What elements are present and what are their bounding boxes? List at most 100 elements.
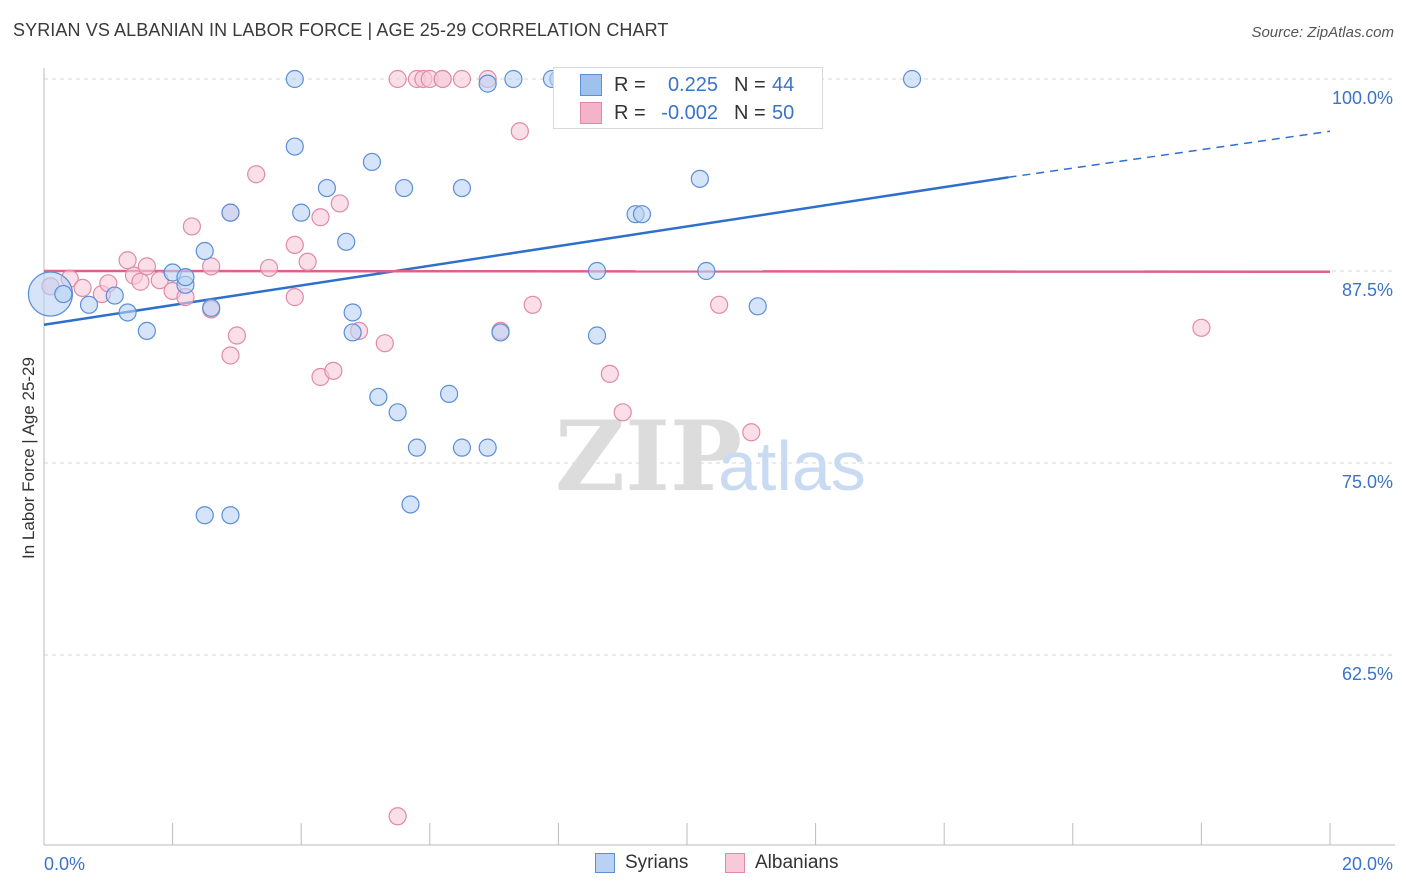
albanians-point <box>433 69 452 89</box>
syrians-point <box>369 387 388 407</box>
y-tick-label: 87.5% <box>1342 280 1393 300</box>
n-value: 50 <box>772 101 795 124</box>
syrians-swatch <box>580 74 602 96</box>
albanians-point <box>311 208 330 227</box>
source-label: Source: ZipAtlas.com <box>1251 24 1394 41</box>
r-value: -0.002 <box>661 101 718 124</box>
legend-swatch-syrians <box>595 853 615 873</box>
albanians-point <box>330 194 349 213</box>
syrians-point <box>697 261 716 281</box>
syrians-trend-extension <box>1008 130 1331 179</box>
albanians-point <box>73 278 92 297</box>
albanians-point <box>247 165 266 184</box>
syrians-point <box>632 205 652 224</box>
syrians-point <box>195 241 214 261</box>
syrians-point <box>79 295 99 314</box>
syrians-point <box>401 495 420 514</box>
legend-label-syrians: Syrians <box>625 852 689 873</box>
syrians-point <box>587 261 607 281</box>
albanians-point <box>510 122 529 141</box>
n-value: 44 <box>772 73 795 96</box>
syrians-point <box>690 169 709 188</box>
y-tick-label: 62.5% <box>1342 664 1393 684</box>
legend-item-albanians[interactable]: Albanians <box>725 852 838 874</box>
albanians-point <box>388 69 407 89</box>
syrians-point <box>285 69 304 89</box>
syrians-point <box>478 438 497 457</box>
albanians-point <box>388 807 407 826</box>
syrians-point <box>285 137 304 156</box>
y-tick-label: 75.0% <box>1342 472 1393 492</box>
albanians-point <box>324 361 343 380</box>
albanians-swatch <box>580 102 602 124</box>
albanians-point <box>742 423 761 442</box>
syrians-point <box>478 74 497 93</box>
albanians-point <box>285 235 304 254</box>
syrians-point <box>343 323 362 342</box>
legend-label-albanians: Albanians <box>755 852 839 873</box>
x-tick-label: 20.0% <box>1342 854 1393 874</box>
syrians-point <box>407 438 427 457</box>
albanians-point <box>221 346 240 365</box>
syrians-point <box>317 178 337 198</box>
albanians-point <box>1192 318 1211 337</box>
x-tick-label: 0.0% <box>44 854 85 874</box>
syrians-point <box>362 152 382 172</box>
syrians-point <box>105 286 124 305</box>
albanians-point <box>227 326 246 345</box>
syrians-point <box>54 284 73 304</box>
syrians-point <box>195 506 214 525</box>
syrians-point <box>388 403 407 422</box>
syrians-point <box>439 384 459 403</box>
watermark-zip: ZIP <box>555 400 742 513</box>
stats-row-syrians: R = 0.225 N = 44 <box>554 71 824 99</box>
albanians-point <box>259 258 279 278</box>
syrians-point <box>221 506 240 525</box>
syrians-point <box>202 298 221 317</box>
r-label: R = <box>614 101 646 124</box>
r-value: 0.225 <box>667 73 718 96</box>
stats-row-albanians: R = -0.002 N = 50 <box>554 99 824 127</box>
y-tick-label: 100.0% <box>1332 88 1393 108</box>
syrians-trend-line <box>43 176 1009 326</box>
legend-swatch-albanians <box>725 853 745 873</box>
syrians-point <box>176 268 195 287</box>
syrians-point <box>337 232 356 251</box>
syrians-point <box>118 303 137 322</box>
syrians-point <box>137 321 156 341</box>
albanians-point <box>613 403 632 422</box>
stats-legend: R = 0.225 N = 44 R = -0.002 N = 50 <box>553 67 823 129</box>
albanians-point <box>137 257 156 276</box>
y-axis-label: In Labor Force | Age 25-29 <box>19 357 38 559</box>
albanians-point <box>131 272 150 291</box>
syrians-point <box>292 203 311 222</box>
syrians-point <box>452 438 472 457</box>
albanians-point <box>375 334 394 353</box>
n-label: N = <box>734 101 766 124</box>
albanians-point <box>298 252 317 271</box>
syrians-point <box>394 178 414 198</box>
syrians-point <box>452 178 472 198</box>
r-label: R = <box>614 73 646 96</box>
watermark-atlas: atlas <box>718 427 866 505</box>
albanians-point <box>452 69 472 89</box>
albanians-point <box>182 217 201 236</box>
albanians-point <box>710 295 729 314</box>
albanians-trend-line <box>43 269 1331 274</box>
n-label: N = <box>734 73 766 96</box>
syrians-point <box>504 69 523 89</box>
albanians-point <box>202 257 221 276</box>
syrians-point <box>902 69 922 89</box>
syrians-point <box>491 323 510 342</box>
syrians-point <box>27 271 74 317</box>
syrians-point <box>748 297 767 316</box>
syrians-point <box>221 203 240 222</box>
legend-item-syrians[interactable]: Syrians <box>595 852 688 874</box>
chart-title: SYRIAN VS ALBANIAN IN LABOR FORCE | AGE … <box>13 20 669 40</box>
albanians-point <box>118 251 137 270</box>
series-legend: Syrians Albanians <box>0 850 1406 880</box>
albanians-point <box>285 288 304 307</box>
albanians-point <box>600 364 619 384</box>
syrians-point <box>343 303 362 322</box>
